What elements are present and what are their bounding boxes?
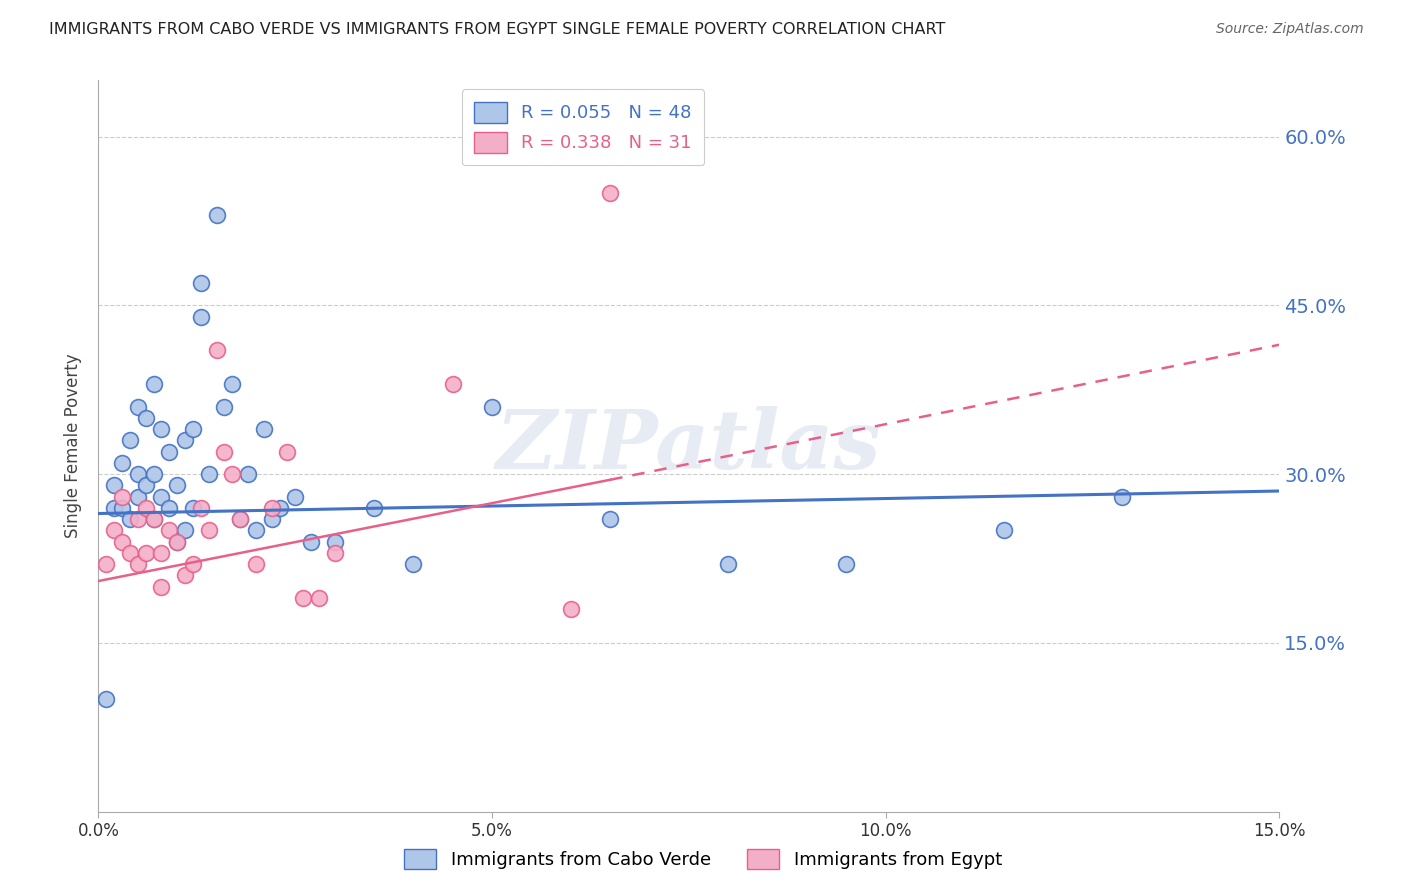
Point (599, 186, 621, 200)
Point (190, 500, 212, 515)
Point (127, 557, 149, 571)
Point (142, 512, 165, 526)
Point (181, 422, 204, 436)
Point (135, 546, 157, 560)
Point (205, 343, 228, 358)
Point (127, 467, 149, 482)
Text: IMMIGRANTS FROM CABO VERDE VS IMMIGRANTS FROM EGYPT SINGLE FEMALE POVERTY CORREL: IMMIGRANTS FROM CABO VERDE VS IMMIGRANTS… (49, 22, 946, 37)
Point (166, 478, 188, 492)
Point (111, 500, 134, 515)
Point (214, 444, 236, 458)
Point (599, 512, 621, 526)
Point (221, 467, 243, 482)
Point (174, 434, 197, 448)
Point (197, 524, 219, 538)
Point (111, 456, 134, 470)
Point (157, 444, 180, 458)
Y-axis label: Single Female Poverty: Single Female Poverty (65, 354, 83, 538)
Point (111, 490, 134, 504)
Point (441, 377, 464, 392)
Point (135, 410, 157, 425)
Point (111, 534, 134, 549)
Point (308, 591, 330, 605)
Point (229, 512, 252, 526)
Text: Source: ZipAtlas.com: Source: ZipAtlas.com (1216, 22, 1364, 37)
Point (96, 557, 118, 571)
Point (127, 400, 149, 414)
Point (181, 500, 204, 515)
Point (260, 500, 283, 515)
Point (118, 546, 141, 560)
Point (103, 500, 125, 515)
Point (363, 500, 385, 515)
Point (157, 524, 180, 538)
Point (142, 467, 165, 482)
Point (560, 602, 582, 616)
Point (157, 500, 180, 515)
Point (299, 534, 322, 549)
Point (229, 512, 252, 526)
Point (142, 512, 165, 526)
Point (166, 534, 188, 549)
Point (993, 524, 1015, 538)
Point (118, 434, 141, 448)
Point (174, 568, 197, 582)
Point (717, 557, 740, 571)
Point (166, 534, 188, 549)
Legend: R = 0.055   N = 48, R = 0.338   N = 31: R = 0.055 N = 48, R = 0.338 N = 31 (461, 89, 704, 165)
Point (150, 580, 173, 594)
Point (221, 377, 243, 392)
Point (284, 490, 307, 504)
Text: ZIPatlas: ZIPatlas (496, 406, 882, 486)
Point (292, 591, 315, 605)
Point (118, 512, 141, 526)
Point (1111, 490, 1133, 504)
Point (181, 557, 204, 571)
Point (214, 400, 236, 414)
Point (245, 557, 267, 571)
Point (142, 377, 165, 392)
Point (245, 524, 267, 538)
Point (150, 546, 173, 560)
Point (135, 500, 157, 515)
Point (276, 444, 298, 458)
Point (103, 478, 125, 492)
Point (323, 534, 346, 549)
Point (190, 276, 212, 290)
Point (269, 500, 291, 515)
Point (197, 467, 219, 482)
Point (96, 692, 118, 706)
Point (835, 557, 858, 571)
Point (150, 490, 173, 504)
Point (253, 422, 276, 436)
Point (205, 208, 228, 222)
Point (135, 478, 157, 492)
Point (236, 467, 259, 482)
Point (150, 422, 173, 436)
Point (402, 557, 425, 571)
Point (190, 310, 212, 324)
Point (323, 546, 346, 560)
Point (127, 490, 149, 504)
Point (127, 512, 149, 526)
Point (174, 524, 197, 538)
Point (103, 524, 125, 538)
Point (481, 400, 503, 414)
Legend: Immigrants from Cabo Verde, Immigrants from Egypt: Immigrants from Cabo Verde, Immigrants f… (395, 839, 1011, 879)
Point (260, 512, 283, 526)
